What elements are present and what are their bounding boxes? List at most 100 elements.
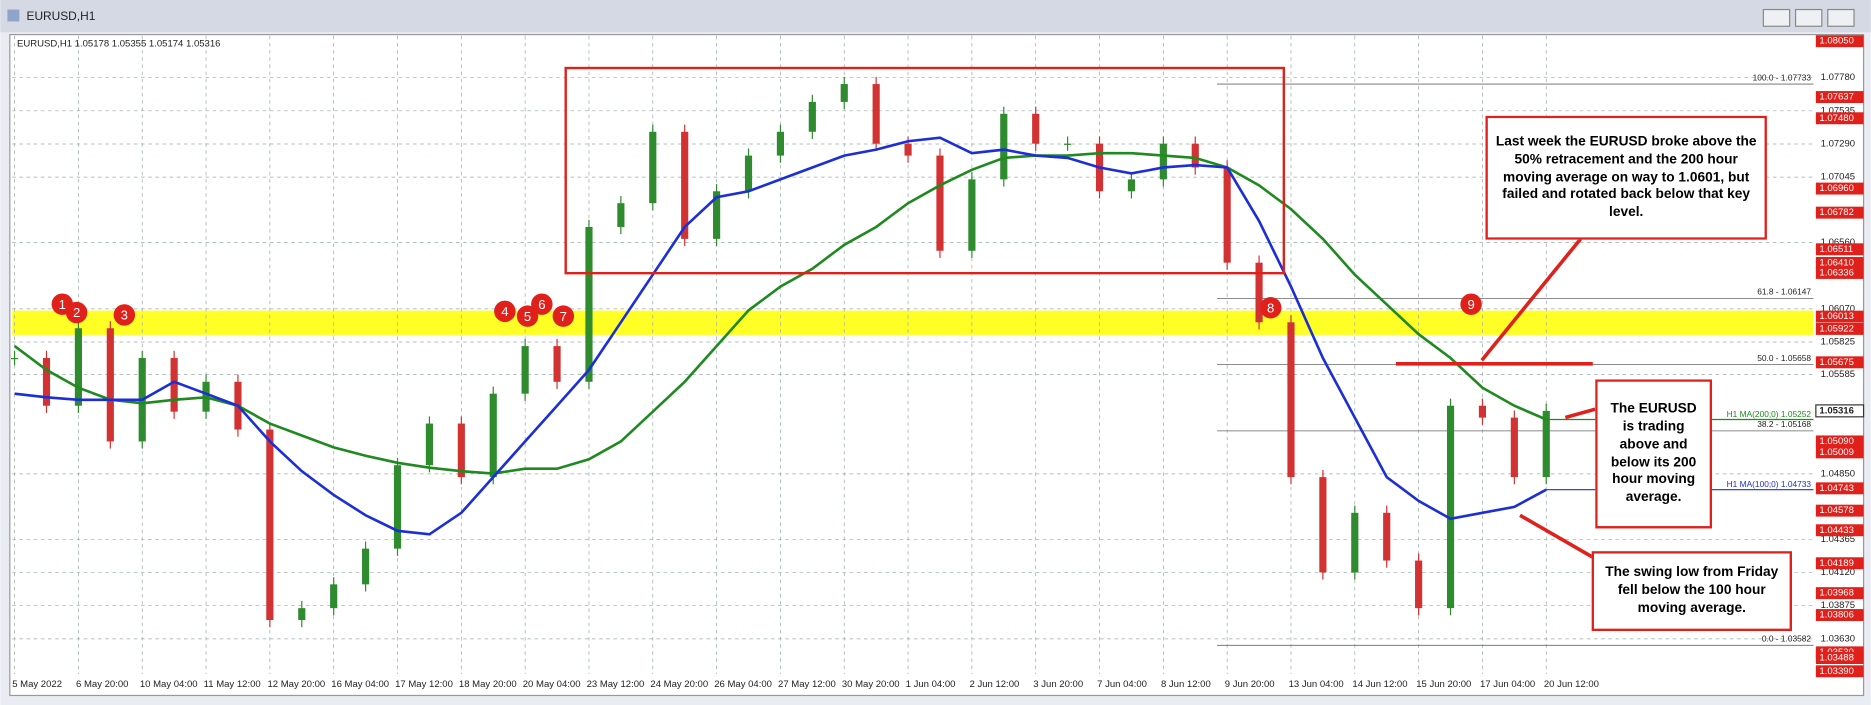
level-tag: [1815, 665, 1864, 678]
ma-label: H1 MA(100;0) 1.04733: [1727, 479, 1812, 489]
candle: [617, 203, 625, 227]
candle: [266, 429, 274, 621]
annotation-box: The EURUSD is trading above and below it…: [1595, 379, 1713, 529]
x-tick-label: 17 May 12:00: [395, 679, 453, 690]
marker: [494, 300, 516, 323]
candle: [330, 584, 338, 609]
moving-average: [13, 151, 1547, 475]
level-label: 1.05675: [1819, 357, 1853, 368]
level-label: 1.04578: [1819, 505, 1853, 516]
y-tick-label: 1.05585: [1821, 369, 1855, 380]
title-bar: [0, 0, 1871, 33]
x-tick-label: 27 May 12:00: [778, 679, 836, 690]
arrow: [1519, 513, 1600, 563]
candle: [713, 191, 721, 239]
marker-label: 1: [59, 297, 66, 312]
candle: [553, 346, 561, 382]
candle: [457, 423, 465, 478]
level-tag: [1815, 256, 1864, 269]
y-tick-label: 1.06560: [1821, 237, 1855, 248]
x-tick-label: 7 Jun 04:00: [1097, 679, 1147, 690]
x-tick-label: 10 May 04:00: [140, 679, 198, 690]
level-tag: [1815, 322, 1864, 335]
x-tick-label: 13 Jun 04:00: [1289, 679, 1344, 690]
close-button[interactable]: [1827, 8, 1855, 27]
candle: [585, 226, 593, 382]
x-tick-label: 3 Jun 20:00: [1033, 679, 1083, 690]
window-title: EURUSD,H1: [27, 9, 96, 23]
level-label: 1.06013: [1819, 311, 1853, 322]
candle: [1000, 113, 1008, 180]
candle: [1542, 410, 1550, 478]
level-label: 1.07637: [1819, 92, 1853, 103]
candle: [681, 131, 689, 239]
annotation-box: Last week the EURUSD broke above the 50%…: [1485, 115, 1767, 240]
chart-header: EURUSD,H1 1.05178 1.05355 1.05174 1.0531…: [17, 39, 220, 50]
y-tick-label: 1.07535: [1821, 105, 1855, 116]
candle: [298, 608, 306, 621]
level-label: 1.06782: [1819, 207, 1853, 218]
candle: [1383, 512, 1391, 561]
candle: [649, 131, 657, 204]
y-tick-label: 1.07045: [1821, 172, 1855, 183]
minimize-button[interactable]: [1762, 8, 1791, 27]
x-tick-label: 12 May 20:00: [267, 679, 325, 690]
x-tick-label: 20 May 04:00: [523, 679, 581, 690]
candle: [1159, 143, 1167, 180]
marker: [516, 305, 539, 327]
annotation-box: The swing low from Friday fell below the…: [1591, 551, 1792, 632]
candle: [1415, 560, 1423, 609]
level-tag: [1815, 356, 1864, 369]
x-tick-label: 30 May 20:00: [842, 679, 900, 690]
maximize-button[interactable]: [1794, 8, 1823, 27]
x-tick-label: 20 Jun 12:00: [1544, 679, 1599, 690]
level-label: 1.04433: [1819, 525, 1853, 536]
x-tick-label: 9 Jun 20:00: [1225, 679, 1275, 690]
y-tick-label: 1.07290: [1821, 138, 1855, 149]
level-label: 1.03968: [1819, 588, 1853, 599]
range-box: [564, 66, 1286, 275]
x-tick-label: 17 Jun 04:00: [1480, 679, 1535, 690]
markers: 1 2 3 4 5 6 7 8 9: [51, 293, 1482, 327]
candle: [776, 131, 785, 156]
candle: [42, 357, 51, 406]
fib-label: 61.8 - 1.06147: [1757, 287, 1811, 297]
marker: [1460, 293, 1482, 315]
x-tick-label: 26 May 04:00: [714, 679, 772, 690]
level-label: 1.08050: [1819, 36, 1853, 47]
level-tag: [1815, 482, 1864, 495]
candle: [1478, 405, 1487, 418]
candle: [1127, 179, 1136, 192]
candle: [489, 393, 497, 478]
x-tick-label: 5 May 2022: [12, 679, 62, 690]
x-tick-label: 15 Jun 20:00: [1416, 679, 1471, 690]
level-label: 1.04743: [1819, 483, 1853, 494]
window-icon: [7, 9, 20, 22]
moving-average: [14, 136, 1547, 536]
level-label: 1.06336: [1819, 267, 1853, 278]
y-tick-label: 1.03875: [1821, 600, 1855, 611]
candle: [808, 101, 816, 132]
fib-label: 100.0 - 1.07733: [1753, 72, 1812, 82]
marker: [65, 301, 88, 324]
x-tick-label: 2 Jun 12:00: [969, 679, 1019, 690]
level-tag: [1815, 243, 1864, 256]
candle: [1351, 512, 1359, 573]
level-tag: [1815, 266, 1864, 279]
y-tick-label: 1.04850: [1821, 468, 1855, 479]
marker-label: 5: [524, 309, 531, 324]
arrow: [1564, 407, 1596, 420]
level-tag: [1815, 310, 1864, 323]
candle: [1446, 405, 1455, 609]
level-tag: [1815, 504, 1864, 517]
candle: [1064, 143, 1072, 145]
level-label: 1.07480: [1819, 113, 1853, 124]
y-tick-label: 1.04365: [1821, 534, 1855, 545]
candle: [1319, 477, 1327, 573]
y-tick-label: 1.07780: [1821, 72, 1855, 83]
marker-label: 2: [73, 305, 80, 320]
candle: [1510, 417, 1518, 478]
candle: [1287, 322, 1295, 478]
annotation: The swing low from Friday fell below the…: [1591, 551, 1792, 632]
candle: [170, 357, 178, 412]
